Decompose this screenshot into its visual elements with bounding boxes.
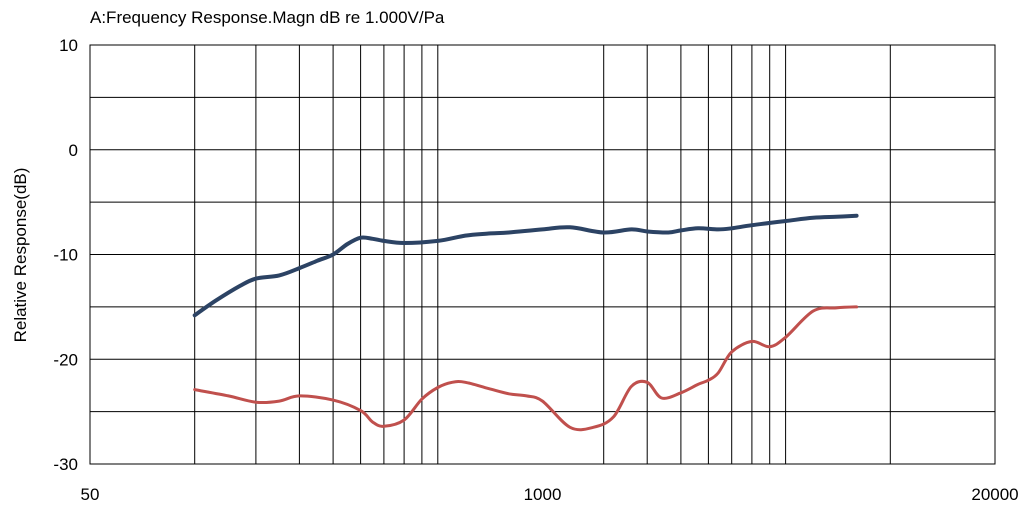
- x-tick-label: 50: [81, 485, 100, 504]
- series-line-1: [192, 213, 859, 318]
- axis-tick-labels: -30 -20 -10 0 10 50 1000 20000: [53, 36, 1018, 504]
- y-tick-label: 10: [59, 36, 78, 55]
- y-tick-label: -10: [53, 246, 78, 265]
- y-tick-label: -20: [53, 350, 78, 369]
- y-axis-label: Relative Response(dB): [11, 168, 30, 343]
- y-tick-label: 0: [69, 141, 78, 160]
- x-tick-label: 1000: [524, 485, 562, 504]
- series-group: [192, 213, 859, 432]
- series-line-2: [193, 305, 859, 432]
- x-tick-label: 20000: [971, 485, 1018, 504]
- chart-title: A:Frequency Response.Magn dB re 1.000V/P…: [90, 8, 445, 27]
- plot-frame: [89, 44, 996, 465]
- y-tick-label: -30: [53, 455, 78, 474]
